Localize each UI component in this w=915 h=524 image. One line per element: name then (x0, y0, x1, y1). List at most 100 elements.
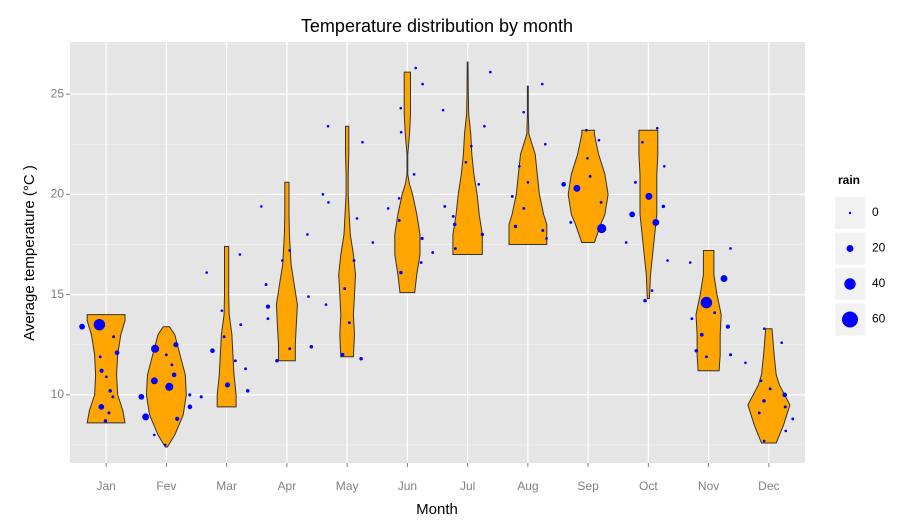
violin (695, 250, 722, 372)
x-tick-label: May (336, 479, 359, 493)
point (791, 417, 795, 421)
point (173, 342, 179, 348)
point (480, 232, 485, 237)
point (98, 403, 105, 410)
point (260, 205, 263, 208)
point (111, 395, 115, 399)
x-tick-label: Jan (96, 479, 115, 493)
point (79, 323, 85, 330)
point (688, 261, 692, 264)
point (569, 221, 573, 224)
point (327, 201, 330, 204)
x-tick-label: Mar (216, 479, 237, 493)
point (513, 224, 518, 229)
point (586, 156, 589, 160)
point (597, 138, 601, 142)
point (224, 382, 231, 388)
violin (638, 129, 659, 300)
point (399, 106, 403, 110)
point (522, 206, 526, 210)
point (599, 200, 603, 204)
point (645, 192, 653, 200)
point (280, 259, 284, 262)
point (561, 182, 566, 187)
point (729, 247, 732, 250)
point (288, 347, 292, 351)
point (522, 110, 525, 114)
x-tick-label: Oct (639, 479, 658, 493)
point (355, 217, 359, 220)
point (757, 411, 761, 415)
point (543, 142, 547, 146)
violin (394, 71, 421, 294)
point (780, 341, 784, 345)
point (443, 204, 447, 208)
point (441, 108, 445, 112)
point (103, 419, 108, 423)
violin (216, 246, 237, 408)
point (419, 261, 423, 264)
point (233, 359, 237, 363)
point (420, 236, 424, 241)
violin (338, 125, 357, 358)
legend: rain 0 20 40 60 (835, 173, 886, 336)
point (386, 207, 390, 210)
x-axis-label: Month (416, 501, 458, 518)
point (661, 204, 666, 209)
point (171, 372, 177, 378)
point (510, 194, 514, 198)
point (414, 66, 418, 70)
point (309, 344, 314, 349)
point (220, 309, 224, 312)
point (288, 249, 291, 252)
x-tick-label: Fev (156, 479, 176, 493)
x-tick-label: Apr (278, 479, 297, 493)
point (573, 184, 581, 192)
violin (86, 314, 126, 424)
point (188, 393, 192, 397)
legend-label: 60 (872, 312, 886, 326)
point (307, 295, 310, 298)
point (629, 211, 636, 218)
x-tick-label: Jul (460, 479, 475, 493)
violin (275, 181, 298, 362)
violin (567, 129, 609, 243)
point (588, 174, 592, 178)
point (421, 82, 424, 86)
y-axis-label: Average temperature (°C ) (21, 165, 38, 341)
point (239, 323, 243, 327)
point (340, 352, 345, 357)
point (725, 324, 730, 329)
point (768, 387, 772, 391)
point (245, 389, 250, 393)
point (453, 247, 457, 250)
point (762, 399, 766, 403)
point (541, 229, 545, 232)
point (700, 296, 713, 309)
point (324, 303, 328, 306)
point (107, 411, 111, 415)
violin (747, 328, 791, 444)
point (470, 144, 473, 148)
point (597, 223, 607, 234)
legend-point (848, 211, 852, 215)
legend-label: 20 (872, 241, 886, 255)
point (98, 355, 102, 359)
point (306, 233, 309, 236)
point (744, 361, 747, 365)
x-tick-label: Jun (398, 479, 417, 493)
point (729, 353, 733, 357)
point (545, 237, 548, 240)
point (244, 367, 247, 371)
legend-point (846, 245, 854, 252)
legend-point (842, 311, 858, 328)
point (762, 327, 766, 330)
point (222, 335, 226, 339)
legend-title: rain (838, 173, 860, 187)
point (175, 416, 180, 422)
point (489, 70, 492, 74)
y-tick-label: 20 (51, 187, 65, 201)
point (151, 344, 160, 353)
point (662, 164, 666, 168)
